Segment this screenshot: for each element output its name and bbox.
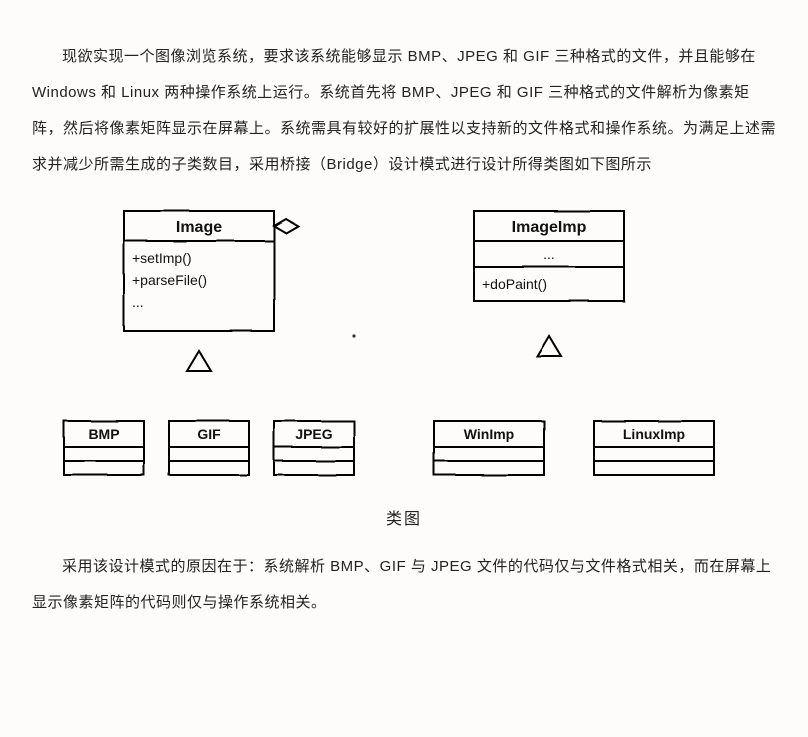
reason-paragraph: 采用该设计模式的原因在于：系统解析 BMP、GIF 与 JPEG 文件的代码仅与…	[32, 549, 776, 621]
svg-text:+doPaint(): +doPaint()	[482, 276, 547, 292]
diagram-caption: 类图	[32, 505, 776, 529]
svg-text:+parseFile(): +parseFile()	[132, 272, 207, 288]
svg-text:ImageImp: ImageImp	[512, 219, 587, 236]
svg-text:WinImp: WinImp	[464, 426, 514, 442]
svg-text:Image: Image	[176, 219, 222, 236]
svg-text:LinuxImp: LinuxImp	[623, 426, 685, 442]
svg-text:GIF: GIF	[197, 426, 221, 442]
svg-text:JPEG: JPEG	[295, 426, 332, 442]
svg-text:...: ...	[543, 246, 555, 262]
svg-text:BMP: BMP	[88, 426, 119, 442]
svg-text:+setImp(): +setImp()	[132, 250, 192, 266]
intro-paragraph: 现欲实现一个图像浏览系统，要求该系统能够显示 BMP、JPEG 和 GIF 三种…	[32, 39, 776, 183]
svg-text:...: ...	[132, 294, 144, 310]
uml-diagram: Image +setImp() +parseFile()... ImageImp...…	[54, 201, 754, 491]
